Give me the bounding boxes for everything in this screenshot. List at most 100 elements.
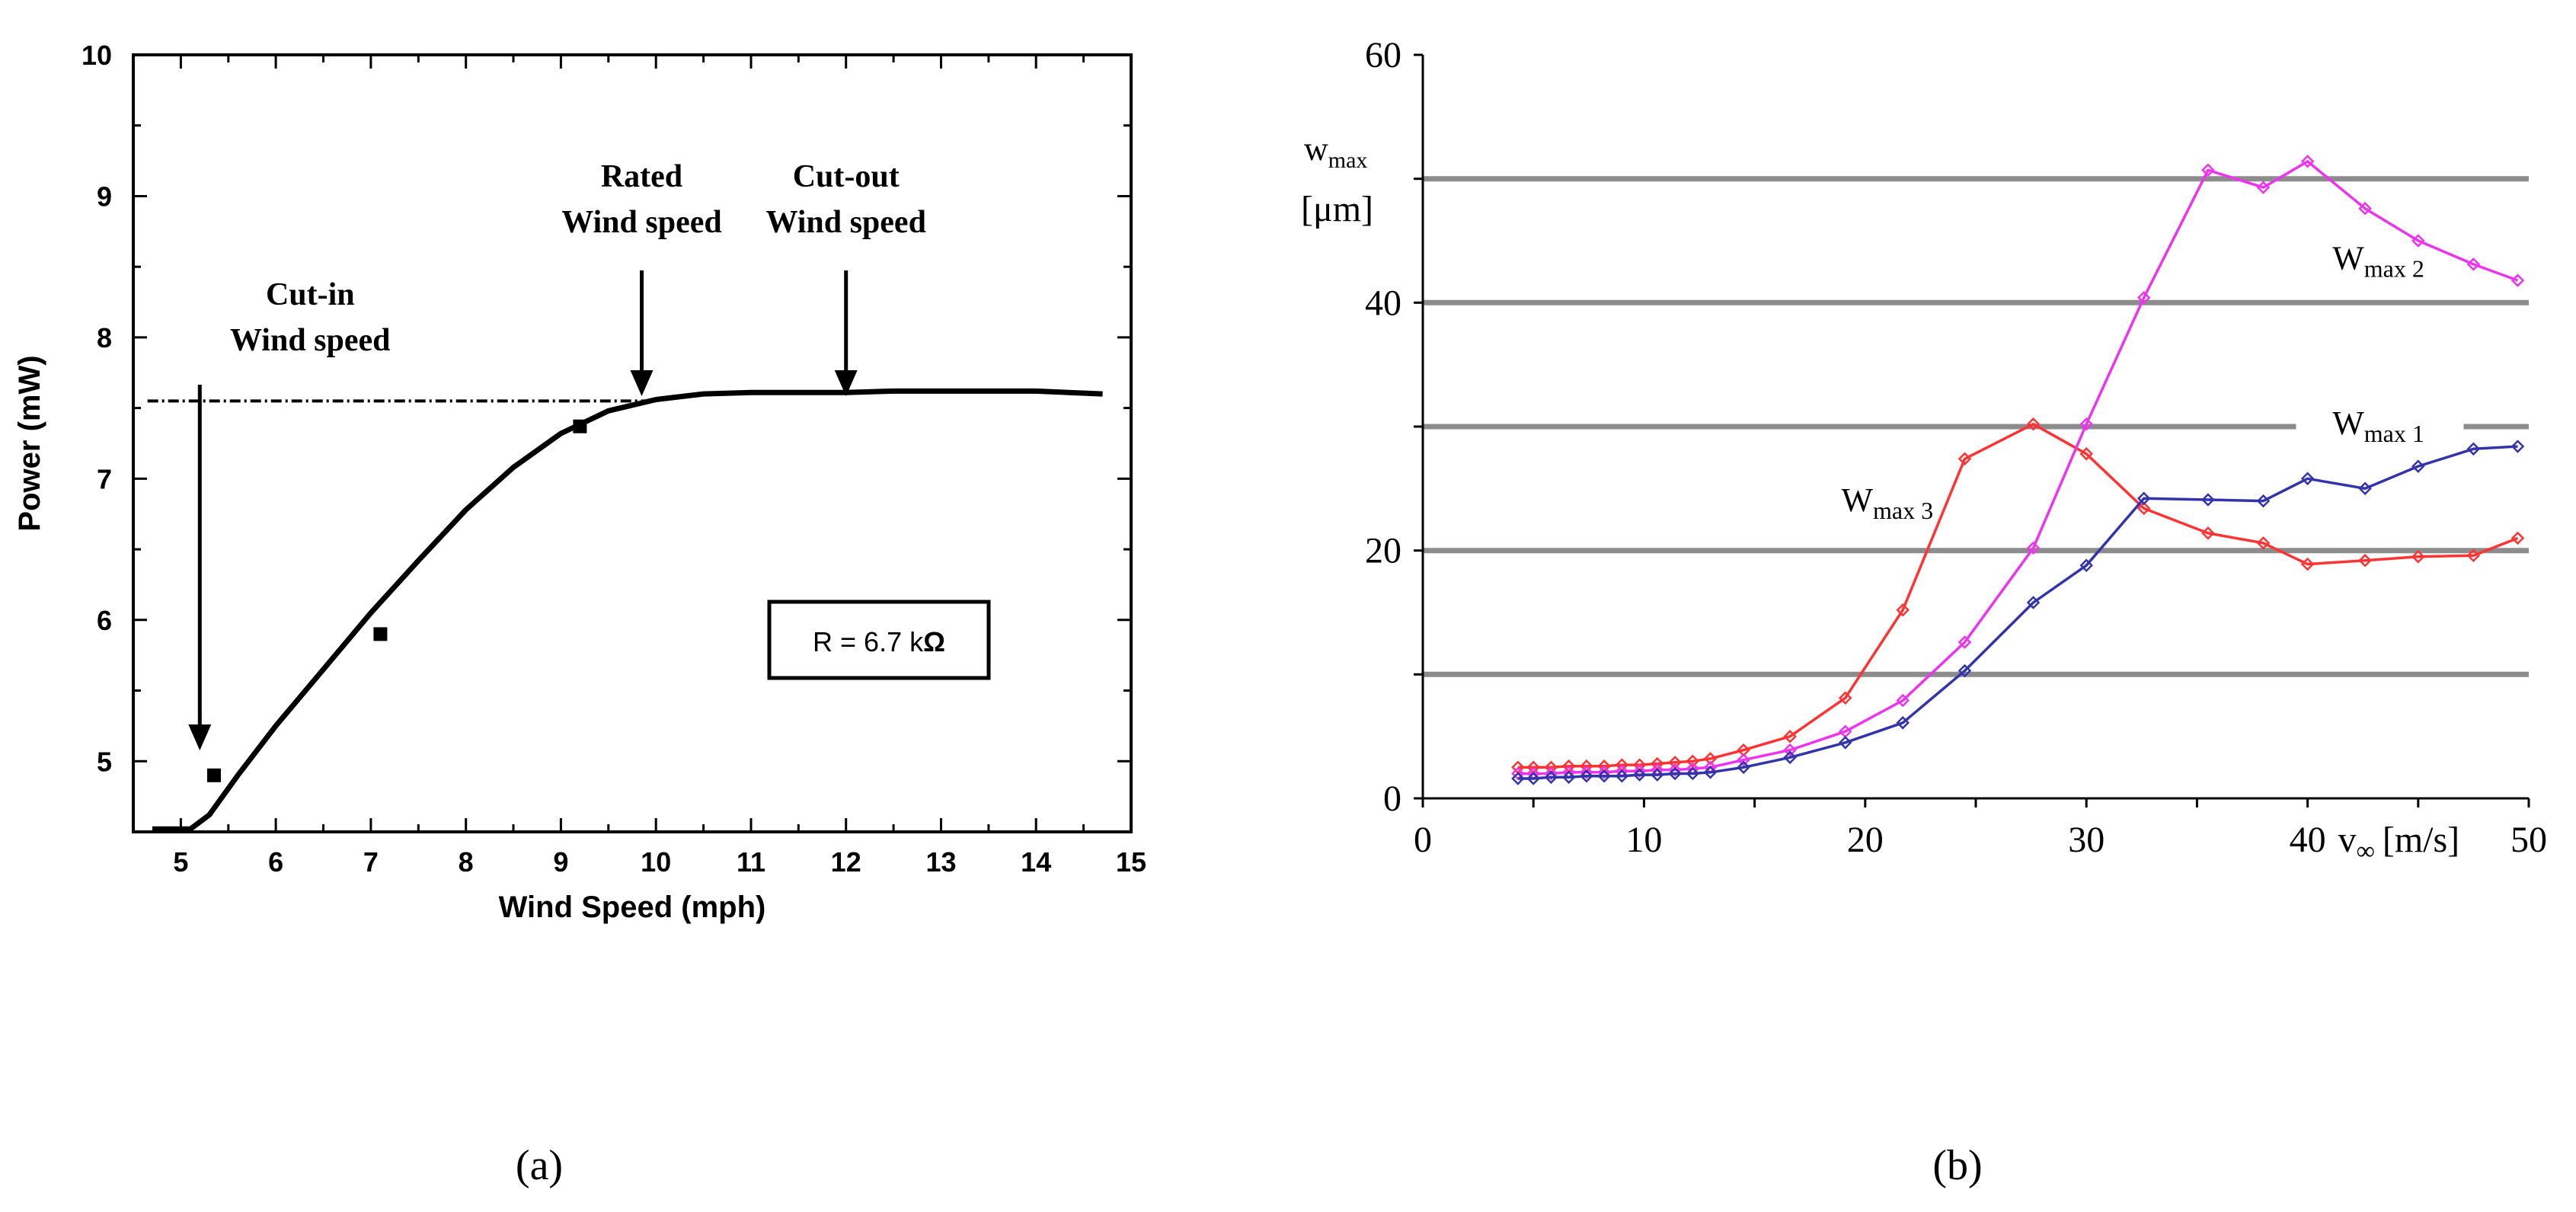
panel-b-series-label-sub: max 3 — [1873, 497, 1933, 524]
panel-b-series-2-marker — [1783, 743, 1797, 757]
panel-a-measured-point — [373, 627, 388, 641]
panel-b-series-3-marker — [2300, 557, 2315, 571]
panel-a-x-tick-label: 11 — [737, 846, 765, 878]
panel-b-y-tick-label: 60 — [1365, 35, 1401, 75]
panel-b-series-3-marker — [2411, 550, 2425, 564]
panel-b-series-2-marker — [1597, 766, 1611, 779]
panel-b-x-tick-label: 10 — [1625, 820, 1662, 860]
panel-b-series-1-marker — [2026, 596, 2041, 609]
panel-b-series-2-marker — [1958, 635, 1972, 649]
panel-a-measured-point — [573, 419, 587, 433]
panel-b-series-2-marker — [1544, 766, 1558, 781]
panel-a-annotation-cut-out-label: Wind speed — [765, 205, 925, 240]
panel-b-series-label-main: W — [2332, 405, 2364, 442]
panel-b-series-3-marker — [1838, 691, 1852, 705]
panel-b-series-1-marker — [1544, 770, 1558, 785]
panel-b-y-axis-unit: [μm] — [1301, 189, 1373, 229]
panel-a-y-tick-label: 6 — [97, 605, 112, 636]
panel-b-series-1-marker — [2079, 558, 2093, 572]
panel-b-series-2-marker — [2300, 155, 2315, 168]
panel-b-series-1-marker — [1703, 766, 1718, 779]
panel-b-x-axis-symbol: v — [2338, 820, 2357, 860]
panel-b-series-2-marker — [2358, 201, 2372, 216]
panel-b-series-1-marker — [1615, 769, 1629, 783]
panel-b-series-2-marker — [1737, 753, 1750, 767]
panel-b-series-3-marker — [1783, 729, 1797, 744]
panel-b-series-2-marker — [1580, 766, 1593, 779]
panel-b-x-tick-label: 0 — [1414, 820, 1432, 860]
panel-a-annotation-cut-in-label: Cut-in — [266, 277, 355, 312]
panel-a-annotation-rated-arrow-head — [630, 370, 654, 396]
panel-a-legend-text: R = 6.7 kΩ — [813, 626, 945, 657]
panel-b-series-2-line — [1517, 160, 2519, 775]
panel-b-y-tick-label: 20 — [1365, 531, 1401, 571]
panel-b-series-1-marker — [2300, 472, 2315, 486]
panel-a-y-tick-label: 5 — [97, 746, 112, 777]
panel-b-y-axis-title: wmax — [1304, 130, 1367, 173]
panel-b-series-2-marker — [1896, 693, 1910, 708]
panel-b-series-1-marker — [1737, 760, 1750, 775]
panel-a-x-tick-label: 6 — [268, 846, 283, 878]
panel-a-x-tick-label: 15 — [1116, 846, 1146, 878]
panel-b-series-label-main: W — [1841, 481, 1873, 519]
panel-a-power-curve — [152, 388, 1103, 832]
panel-a-x-axis-title: Wind Speed (mph) — [499, 891, 766, 924]
panel-b-y-axis-subscript: max — [1328, 148, 1368, 173]
panel-a-x-tick-label: 14 — [1021, 846, 1051, 878]
panel-b-series-3-marker — [1703, 752, 1718, 766]
panel-a-annotation-rated-label: Wind speed — [561, 205, 721, 240]
panel-b-series-2-marker — [2079, 417, 2093, 431]
panel-a-x-tick-label: 13 — [925, 846, 956, 878]
panel-a-y-tick-label: 9 — [97, 181, 112, 213]
panel-b-x-axis-subscript: ∞ — [2357, 837, 2375, 865]
panel-b-series-2-marker — [1632, 764, 1647, 778]
panel-b-series-3-marker — [2358, 553, 2372, 568]
panel-a-label: (a) — [516, 1142, 563, 1189]
panel-a-y-axis-title: Power (mW) — [13, 355, 46, 531]
panel-a-y-tick-label: 10 — [81, 40, 112, 71]
panel-b-series-1-marker — [1597, 769, 1611, 783]
panel-b-x-axis-unit: [m/s] — [2383, 820, 2459, 860]
panel-b-series-1-marker — [1838, 736, 1852, 750]
panel-b-x-tick-label: 30 — [2068, 820, 2105, 860]
panel-b-series-3-marker — [2510, 531, 2525, 545]
panel-b-series-1-marker — [1580, 769, 1593, 783]
panel-b-series-1-marker — [1632, 768, 1647, 782]
panel-b-series-1-marker — [2358, 481, 2372, 496]
panel-b-series-1-marker — [1783, 750, 1797, 765]
panel-a-annotation-cut-in-label: Wind speed — [230, 323, 390, 358]
panel-b-series-2-marker — [1668, 763, 1682, 777]
panel-a-plot-frame — [132, 53, 1133, 833]
panel-b-x-tick-label: 50 — [2510, 820, 2547, 860]
panel-a-annotation-rated-label: Rated — [601, 159, 682, 194]
panel-a-measured-point — [207, 768, 221, 782]
panel-b-series-label-1: Wmax 1 — [2332, 405, 2424, 447]
panel-a-x-tick-label: 10 — [641, 846, 671, 878]
panel-b-series-1-marker — [1561, 770, 1576, 785]
panel-b-series-1-marker — [1526, 772, 1540, 785]
panel-a-x-tick-label: 9 — [553, 846, 568, 878]
panel-b-series-3-marker — [1686, 754, 1700, 768]
panel-a-annotation-cut-in-arrow-head — [188, 724, 212, 750]
panel-b-series-2-marker — [2510, 273, 2525, 287]
panel-b-series-1-marker — [1896, 716, 1910, 730]
panel-b-series-3-marker — [2026, 417, 2041, 431]
panel-a-annotation-cut-out-arrow-head — [834, 370, 858, 396]
panel-b-series-3-marker — [2201, 526, 2215, 540]
panel-b-y-axis-symbol: w — [1304, 130, 1328, 168]
panel-b-series-1-marker — [2256, 494, 2271, 508]
panel-b-x-tick-label: 20 — [1847, 820, 1884, 860]
panel-b-series-2-marker — [2256, 181, 2271, 194]
panel-b-series-1-marker — [1651, 768, 1664, 782]
panel-b-series-label-3: Wmax 3 — [1841, 481, 1933, 524]
panel-b-series-2-marker — [2137, 291, 2151, 305]
panel-b-series-1-marker — [2510, 440, 2525, 453]
panel-a-x-tick-label: 8 — [459, 846, 474, 878]
panel-b-series-1-marker — [1668, 766, 1682, 781]
panel-b-series-label-main: W — [2332, 240, 2364, 277]
panel-b-series-1-marker — [1958, 664, 1972, 678]
panel-a-legend-box — [767, 600, 991, 680]
panel-b-series-1-line — [1517, 445, 2518, 780]
panel-b-y-tick-label: 0 — [1383, 779, 1401, 819]
